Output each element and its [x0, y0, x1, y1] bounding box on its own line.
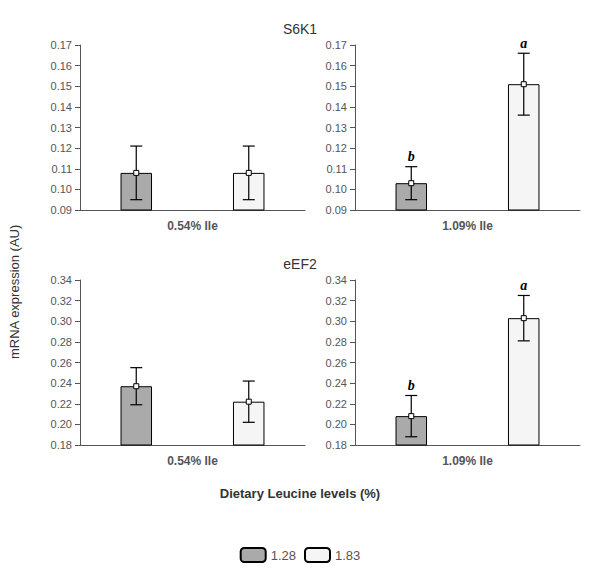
- svg-text:0.10: 0.10: [326, 183, 347, 195]
- svg-text:0.22: 0.22: [51, 398, 72, 410]
- svg-text:0.24: 0.24: [326, 377, 347, 389]
- svg-text:0.20: 0.20: [326, 418, 347, 430]
- svg-text:0.54% Ile: 0.54% Ile: [167, 454, 218, 468]
- svg-text:0.16: 0.16: [51, 60, 72, 72]
- svg-text:0.09: 0.09: [51, 204, 72, 216]
- svg-text:Dietary Leucine levels (%): Dietary Leucine levels (%): [220, 486, 380, 501]
- svg-text:a: a: [520, 278, 527, 293]
- svg-text:0.24: 0.24: [51, 377, 72, 389]
- svg-text:0.30: 0.30: [326, 315, 347, 327]
- svg-text:0.18: 0.18: [51, 439, 72, 451]
- svg-text:0.14: 0.14: [51, 101, 72, 113]
- svg-text:0.13: 0.13: [51, 122, 72, 134]
- svg-text:0.15: 0.15: [326, 80, 347, 92]
- svg-text:0.28: 0.28: [326, 336, 347, 348]
- svg-text:eEF2: eEF2: [283, 256, 317, 272]
- svg-text:0.20: 0.20: [51, 418, 72, 430]
- svg-text:0.10: 0.10: [51, 183, 72, 195]
- svg-text:0.17: 0.17: [326, 39, 347, 51]
- svg-text:1.09% Ile: 1.09% Ile: [442, 219, 493, 233]
- svg-text:0.11: 0.11: [51, 163, 72, 175]
- svg-text:1.83: 1.83: [335, 548, 360, 563]
- svg-text:0.11: 0.11: [326, 163, 347, 175]
- svg-text:0.09: 0.09: [326, 204, 347, 216]
- svg-text:1.09% Ile: 1.09% Ile: [442, 454, 493, 468]
- svg-text:1.28: 1.28: [271, 548, 296, 563]
- svg-text:S6K1: S6K1: [283, 21, 317, 37]
- svg-text:0.32: 0.32: [326, 295, 347, 307]
- svg-text:b: b: [408, 149, 415, 164]
- svg-text:0.16: 0.16: [326, 60, 347, 72]
- svg-text:0.34: 0.34: [326, 274, 347, 286]
- svg-text:0.17: 0.17: [51, 39, 72, 51]
- svg-text:0.30: 0.30: [51, 315, 72, 327]
- svg-text:0.15: 0.15: [51, 80, 72, 92]
- svg-text:0.32: 0.32: [51, 295, 72, 307]
- svg-text:0.54% Ile: 0.54% Ile: [167, 219, 218, 233]
- svg-text:0.12: 0.12: [326, 142, 347, 154]
- svg-text:b: b: [408, 378, 415, 393]
- svg-text:0.22: 0.22: [326, 398, 347, 410]
- svg-text:0.26: 0.26: [326, 357, 347, 369]
- svg-text:0.14: 0.14: [326, 101, 347, 113]
- svg-text:0.34: 0.34: [51, 274, 72, 286]
- svg-text:0.13: 0.13: [326, 122, 347, 134]
- svg-text:0.26: 0.26: [51, 357, 72, 369]
- svg-text:mRNA expression (AU): mRNA expression (AU): [7, 225, 22, 359]
- svg-text:0.18: 0.18: [326, 439, 347, 451]
- svg-text:0.12: 0.12: [51, 142, 72, 154]
- svg-text:0.28: 0.28: [51, 336, 72, 348]
- svg-text:a: a: [520, 36, 527, 51]
